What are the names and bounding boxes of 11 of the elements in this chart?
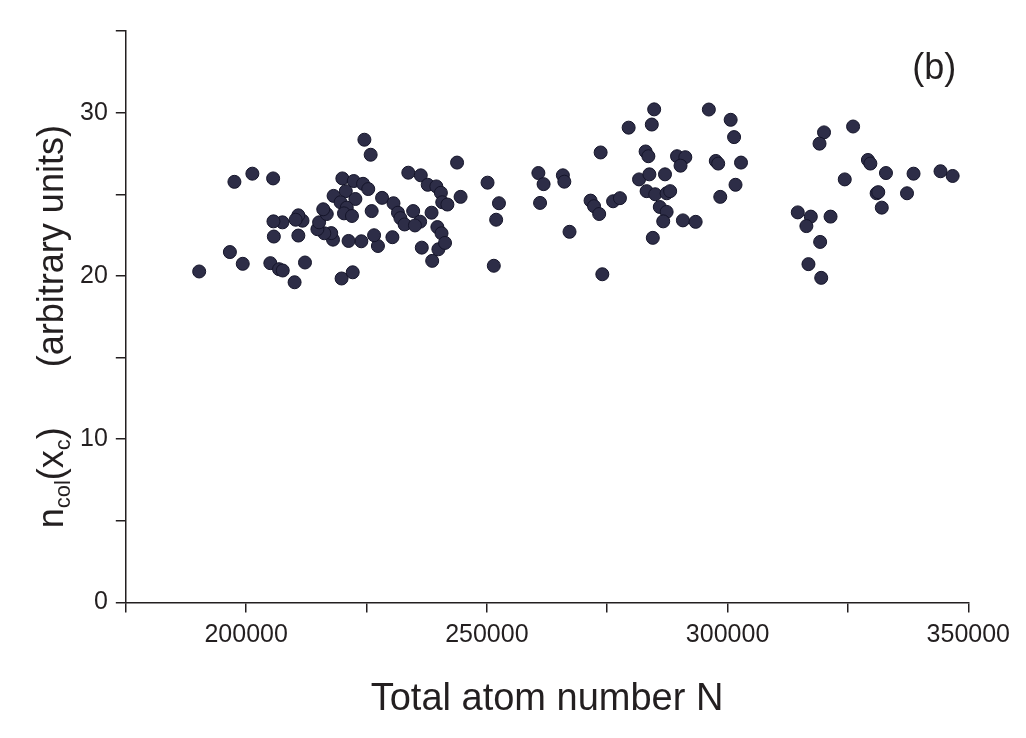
x-tick-label: 250000 — [445, 619, 529, 648]
y-axis-title: ncol(xc) (arbitrary units) — [29, 125, 75, 529]
x-tick-label: 200000 — [204, 619, 288, 648]
x-tick-label: 350000 — [926, 619, 1011, 648]
y-tick-label: 10 — [80, 423, 108, 452]
x-tick-label: 300000 — [685, 619, 770, 648]
x-axis-title: Total atom number N — [370, 675, 724, 718]
y-tick-label: 30 — [80, 96, 108, 125]
y-tick-label: 0 — [93, 586, 108, 615]
annotation: (b) — [912, 45, 957, 87]
y-tick-label: 20 — [80, 259, 108, 288]
